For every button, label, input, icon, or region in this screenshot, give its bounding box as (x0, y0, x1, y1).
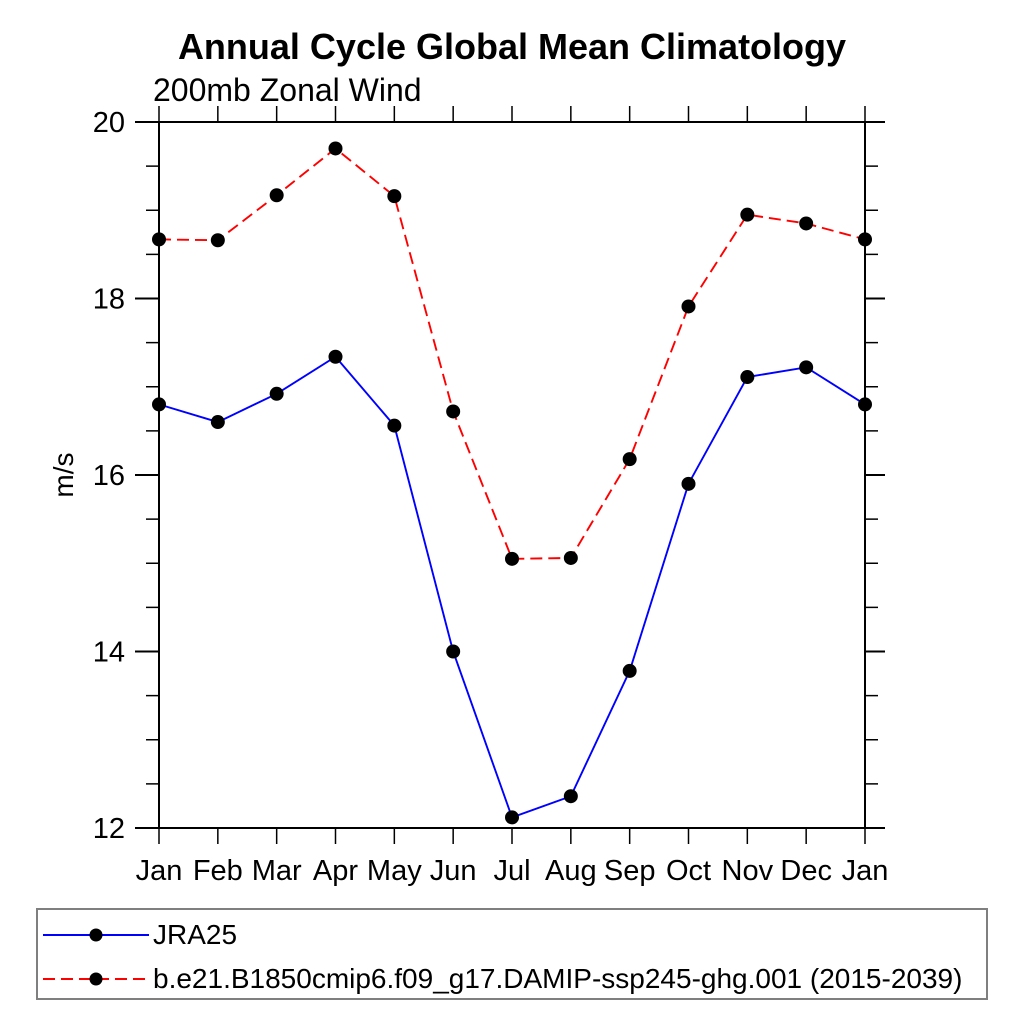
y-tick-label: 14 (93, 637, 125, 669)
y-tick-label: 18 (93, 284, 125, 316)
x-tick-label: Feb (193, 855, 243, 887)
legend-marker-dot (89, 928, 103, 942)
data-point (740, 370, 755, 385)
x-tick-label: Jul (493, 855, 530, 887)
x-tick-label: Jan (136, 855, 183, 887)
data-point (622, 663, 637, 678)
data-point (740, 207, 755, 222)
data-point (563, 550, 578, 565)
legend-marker-dot (89, 972, 103, 986)
x-tick-label: Jan (842, 855, 889, 887)
data-point (328, 141, 343, 156)
data-point (563, 789, 578, 804)
x-tick-label: Sep (604, 855, 656, 887)
data-point (446, 404, 461, 419)
data-point (681, 476, 696, 491)
data-point (681, 299, 696, 314)
data-point (799, 360, 814, 375)
data-point (505, 810, 519, 825)
series-line-1 (158, 147, 866, 560)
data-point (622, 452, 637, 467)
data-point (269, 386, 284, 401)
x-tick-label: Nov (722, 855, 774, 887)
legend-line-sample-solid (43, 928, 149, 942)
data-point (858, 397, 872, 412)
chart-subtitle: 200mb Zonal Wind (153, 72, 422, 108)
x-tick-label: Dec (780, 855, 832, 887)
series-line-0 (158, 355, 866, 819)
legend-item-model: b.e21.B1850cmip6.f09_g17.DAMIP-ssp245-gh… (42, 962, 962, 996)
x-tick-label: May (367, 855, 422, 887)
legend-line-sample-dashed (43, 972, 149, 986)
legend-label-model: b.e21.B1850cmip6.f09_g17.DAMIP-ssp245-gh… (153, 963, 963, 994)
x-tick-label: Oct (666, 855, 711, 887)
x-tick-label: Apr (313, 855, 358, 887)
data-point (210, 415, 225, 430)
data-point (446, 644, 461, 659)
data-point (387, 418, 402, 433)
chart-title: Annual Cycle Global Mean Climatology (177, 26, 847, 67)
y-tick-label: 12 (93, 813, 125, 845)
y-tick-label: 20 (93, 107, 125, 139)
data-point (505, 551, 519, 566)
legend-box: JRA25 b.e21.B1850cmip6.f09_g17.DAMIP-ssp… (36, 908, 988, 1000)
x-tick-label: Aug (545, 855, 597, 887)
data-point (387, 189, 402, 204)
data-point (269, 188, 284, 203)
data-point (799, 216, 814, 231)
plot-border (158, 121, 866, 829)
legend-label-jra25: JRA25 (153, 919, 238, 950)
y-tick-label: 16 (93, 460, 125, 492)
data-point (210, 233, 225, 248)
x-tick-label: Mar (252, 855, 302, 887)
legend-item-jra25: JRA25 (42, 918, 237, 952)
data-point (858, 232, 872, 247)
x-tick-label: Jun (430, 855, 477, 887)
data-point (328, 349, 343, 364)
plot-area: 12 14 16 18 20 Jan Feb Mar Apr May Jun Jul Aug Sep Oct… (93, 106, 889, 887)
data-point (152, 232, 166, 247)
data-point (152, 397, 166, 412)
